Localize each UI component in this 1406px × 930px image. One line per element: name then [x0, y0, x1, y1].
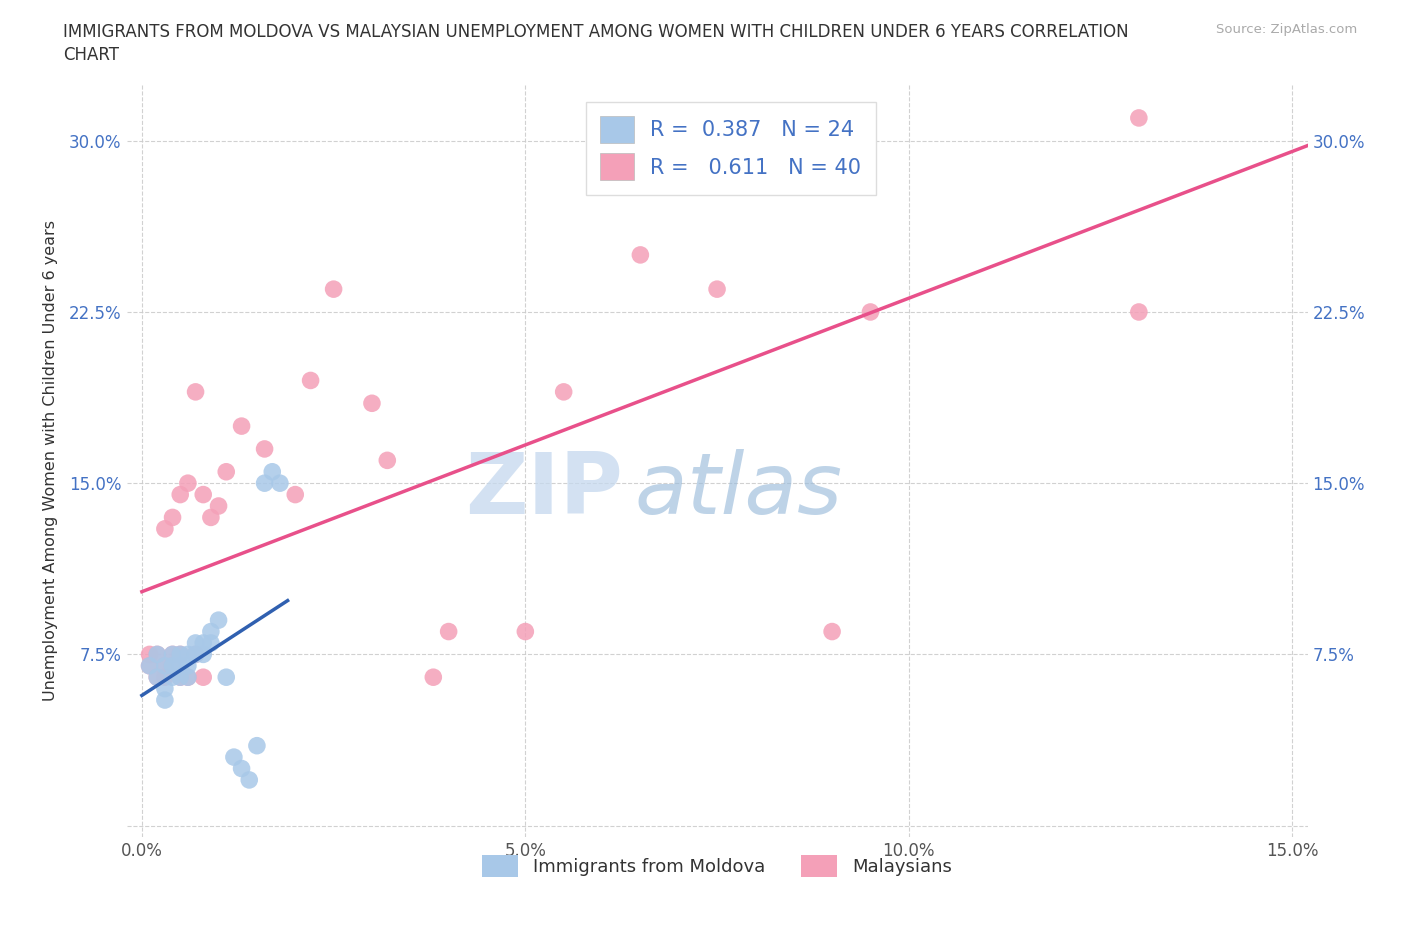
Point [138, 647, 160, 662]
Point [253, 442, 276, 457]
Point [153, 522, 176, 537]
Point [153, 693, 176, 708]
Point [322, 282, 344, 297]
Point [169, 658, 191, 673]
Point [162, 658, 184, 673]
Point [146, 670, 169, 684]
Point [146, 647, 169, 662]
Point [783, 145, 806, 160]
Point [262, 464, 284, 479]
Point [361, 396, 384, 411]
Point [193, 647, 215, 662]
Point [177, 658, 200, 673]
Point [299, 373, 322, 388]
Point [184, 635, 207, 650]
Point [184, 647, 207, 662]
Point [200, 635, 222, 650]
Point [169, 647, 191, 662]
Point [200, 510, 222, 525]
Point [253, 476, 276, 491]
Point [215, 670, 238, 684]
Point [146, 647, 169, 662]
Point [269, 476, 291, 491]
Point [153, 658, 176, 673]
Text: ZIP: ZIP [465, 449, 623, 532]
Point [177, 670, 200, 684]
Point [162, 647, 184, 662]
Legend: Immigrants from Moldova, Malaysians: Immigrants from Moldova, Malaysians [475, 848, 959, 884]
Point [138, 658, 160, 673]
Point [177, 647, 200, 662]
Point [207, 613, 229, 628]
Point [162, 647, 184, 662]
Point [246, 738, 269, 753]
Point [169, 670, 191, 684]
Point [222, 750, 245, 764]
Point [859, 304, 882, 319]
Point [628, 247, 651, 262]
Text: CHART: CHART [63, 46, 120, 64]
Point [821, 624, 844, 639]
Point [153, 658, 176, 673]
Point [153, 670, 176, 684]
Point [193, 670, 215, 684]
Point [184, 647, 207, 662]
Point [215, 464, 238, 479]
Text: atlas: atlas [634, 449, 842, 532]
Point [169, 670, 191, 684]
Point [231, 418, 253, 433]
Point [169, 647, 191, 662]
Point [138, 658, 160, 673]
Point [515, 624, 537, 639]
Point [193, 487, 215, 502]
Point [177, 476, 200, 491]
Point [706, 282, 728, 297]
Point [177, 670, 200, 684]
Point [1128, 111, 1150, 126]
Point [184, 384, 207, 399]
Y-axis label: Unemployment Among Women with Children Under 6 years: Unemployment Among Women with Children U… [44, 219, 58, 701]
Point [200, 624, 222, 639]
Point [238, 773, 260, 788]
Text: Source: ZipAtlas.com: Source: ZipAtlas.com [1216, 23, 1357, 36]
Point [162, 510, 184, 525]
Point [153, 681, 176, 696]
Point [162, 670, 184, 684]
Text: IMMIGRANTS FROM MOLDOVA VS MALAYSIAN UNEMPLOYMENT AMONG WOMEN WITH CHILDREN UNDE: IMMIGRANTS FROM MOLDOVA VS MALAYSIAN UNE… [63, 23, 1129, 41]
Point [146, 670, 169, 684]
Point [169, 487, 191, 502]
Point [1128, 304, 1150, 319]
Point [437, 624, 460, 639]
Point [207, 498, 229, 513]
Point [375, 453, 398, 468]
Point [231, 761, 253, 776]
Point [422, 670, 444, 684]
Point [553, 384, 575, 399]
Point [193, 635, 215, 650]
Point [162, 658, 184, 673]
Point [284, 487, 307, 502]
